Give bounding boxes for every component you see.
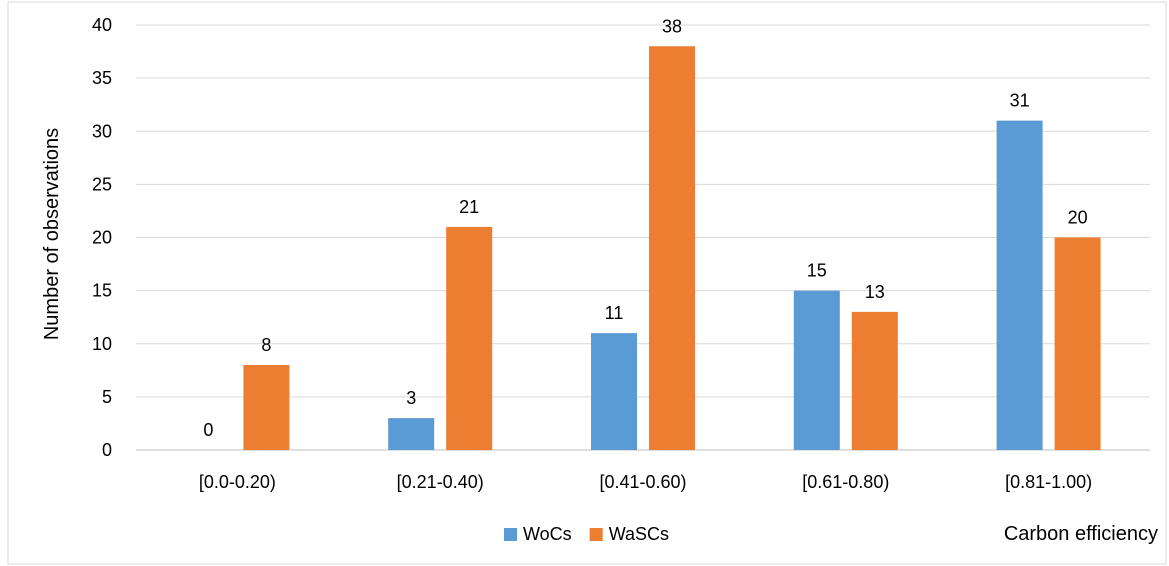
x-axis-title: Carbon efficiency	[1004, 523, 1158, 545]
y-tick-label: 0	[102, 440, 112, 460]
data-label: 21	[459, 197, 479, 217]
y-tick-label: 35	[92, 68, 112, 88]
legend-swatch-wascs	[589, 528, 603, 541]
legend: WoCs WaSCs	[504, 524, 669, 544]
x-tick-label: [0.21-0.40)	[397, 472, 484, 492]
bar-wascs	[446, 226, 493, 450]
legend-label-wascs: WaSCs	[609, 524, 669, 544]
data-label: 0	[203, 420, 213, 440]
grid-lines	[136, 24, 1150, 451]
bar-wocs	[793, 290, 840, 450]
bar-wascs	[851, 311, 898, 450]
x-tick-label: [0.0-0.20)	[199, 472, 276, 492]
bar-wascs	[243, 365, 290, 450]
data-label: 13	[865, 282, 885, 302]
y-tick-label: 5	[102, 387, 112, 407]
data-label: 20	[1068, 208, 1088, 228]
x-tick-label: [0.41-0.60)	[599, 472, 686, 492]
data-label: 38	[662, 16, 682, 36]
legend-label-wocs: WoCs	[523, 524, 572, 544]
y-tick-label: 25	[92, 174, 112, 194]
x-tick-label: [0.81-1.00)	[1005, 472, 1092, 492]
y-tick-label: 15	[92, 281, 112, 301]
data-label: 3	[406, 388, 416, 408]
data-label: 15	[807, 261, 827, 281]
legend-swatch-wocs	[504, 528, 517, 541]
bar-wascs	[1054, 237, 1101, 450]
y-tick-labels: 0 5 10 15 20 25 30 35 40	[92, 15, 112, 460]
bar-wascs	[649, 46, 695, 450]
x-tick-label: [0.61-0.80)	[802, 472, 889, 492]
data-label: 31	[1010, 91, 1030, 111]
data-label: 8	[261, 335, 271, 355]
category-labels: [0.0-0.20) [0.21-0.40) [0.41-0.60) [0.61-0.…	[199, 472, 1092, 492]
data-labels: 0 8 3 21 11 38 15 13 31 20	[203, 16, 1087, 440]
bar-wocs	[591, 333, 637, 450]
y-tick-label: 40	[92, 15, 112, 35]
y-axis-title: Number of observations	[41, 128, 63, 340]
bars	[243, 46, 1101, 450]
y-tick-label: 20	[92, 228, 112, 248]
y-tick-label: 10	[92, 334, 112, 354]
bar-wocs	[388, 418, 435, 450]
chart-frame	[7, 1, 1167, 565]
bar-wocs	[996, 120, 1043, 450]
y-tick-label: 30	[92, 121, 112, 141]
data-label: 11	[605, 303, 624, 323]
